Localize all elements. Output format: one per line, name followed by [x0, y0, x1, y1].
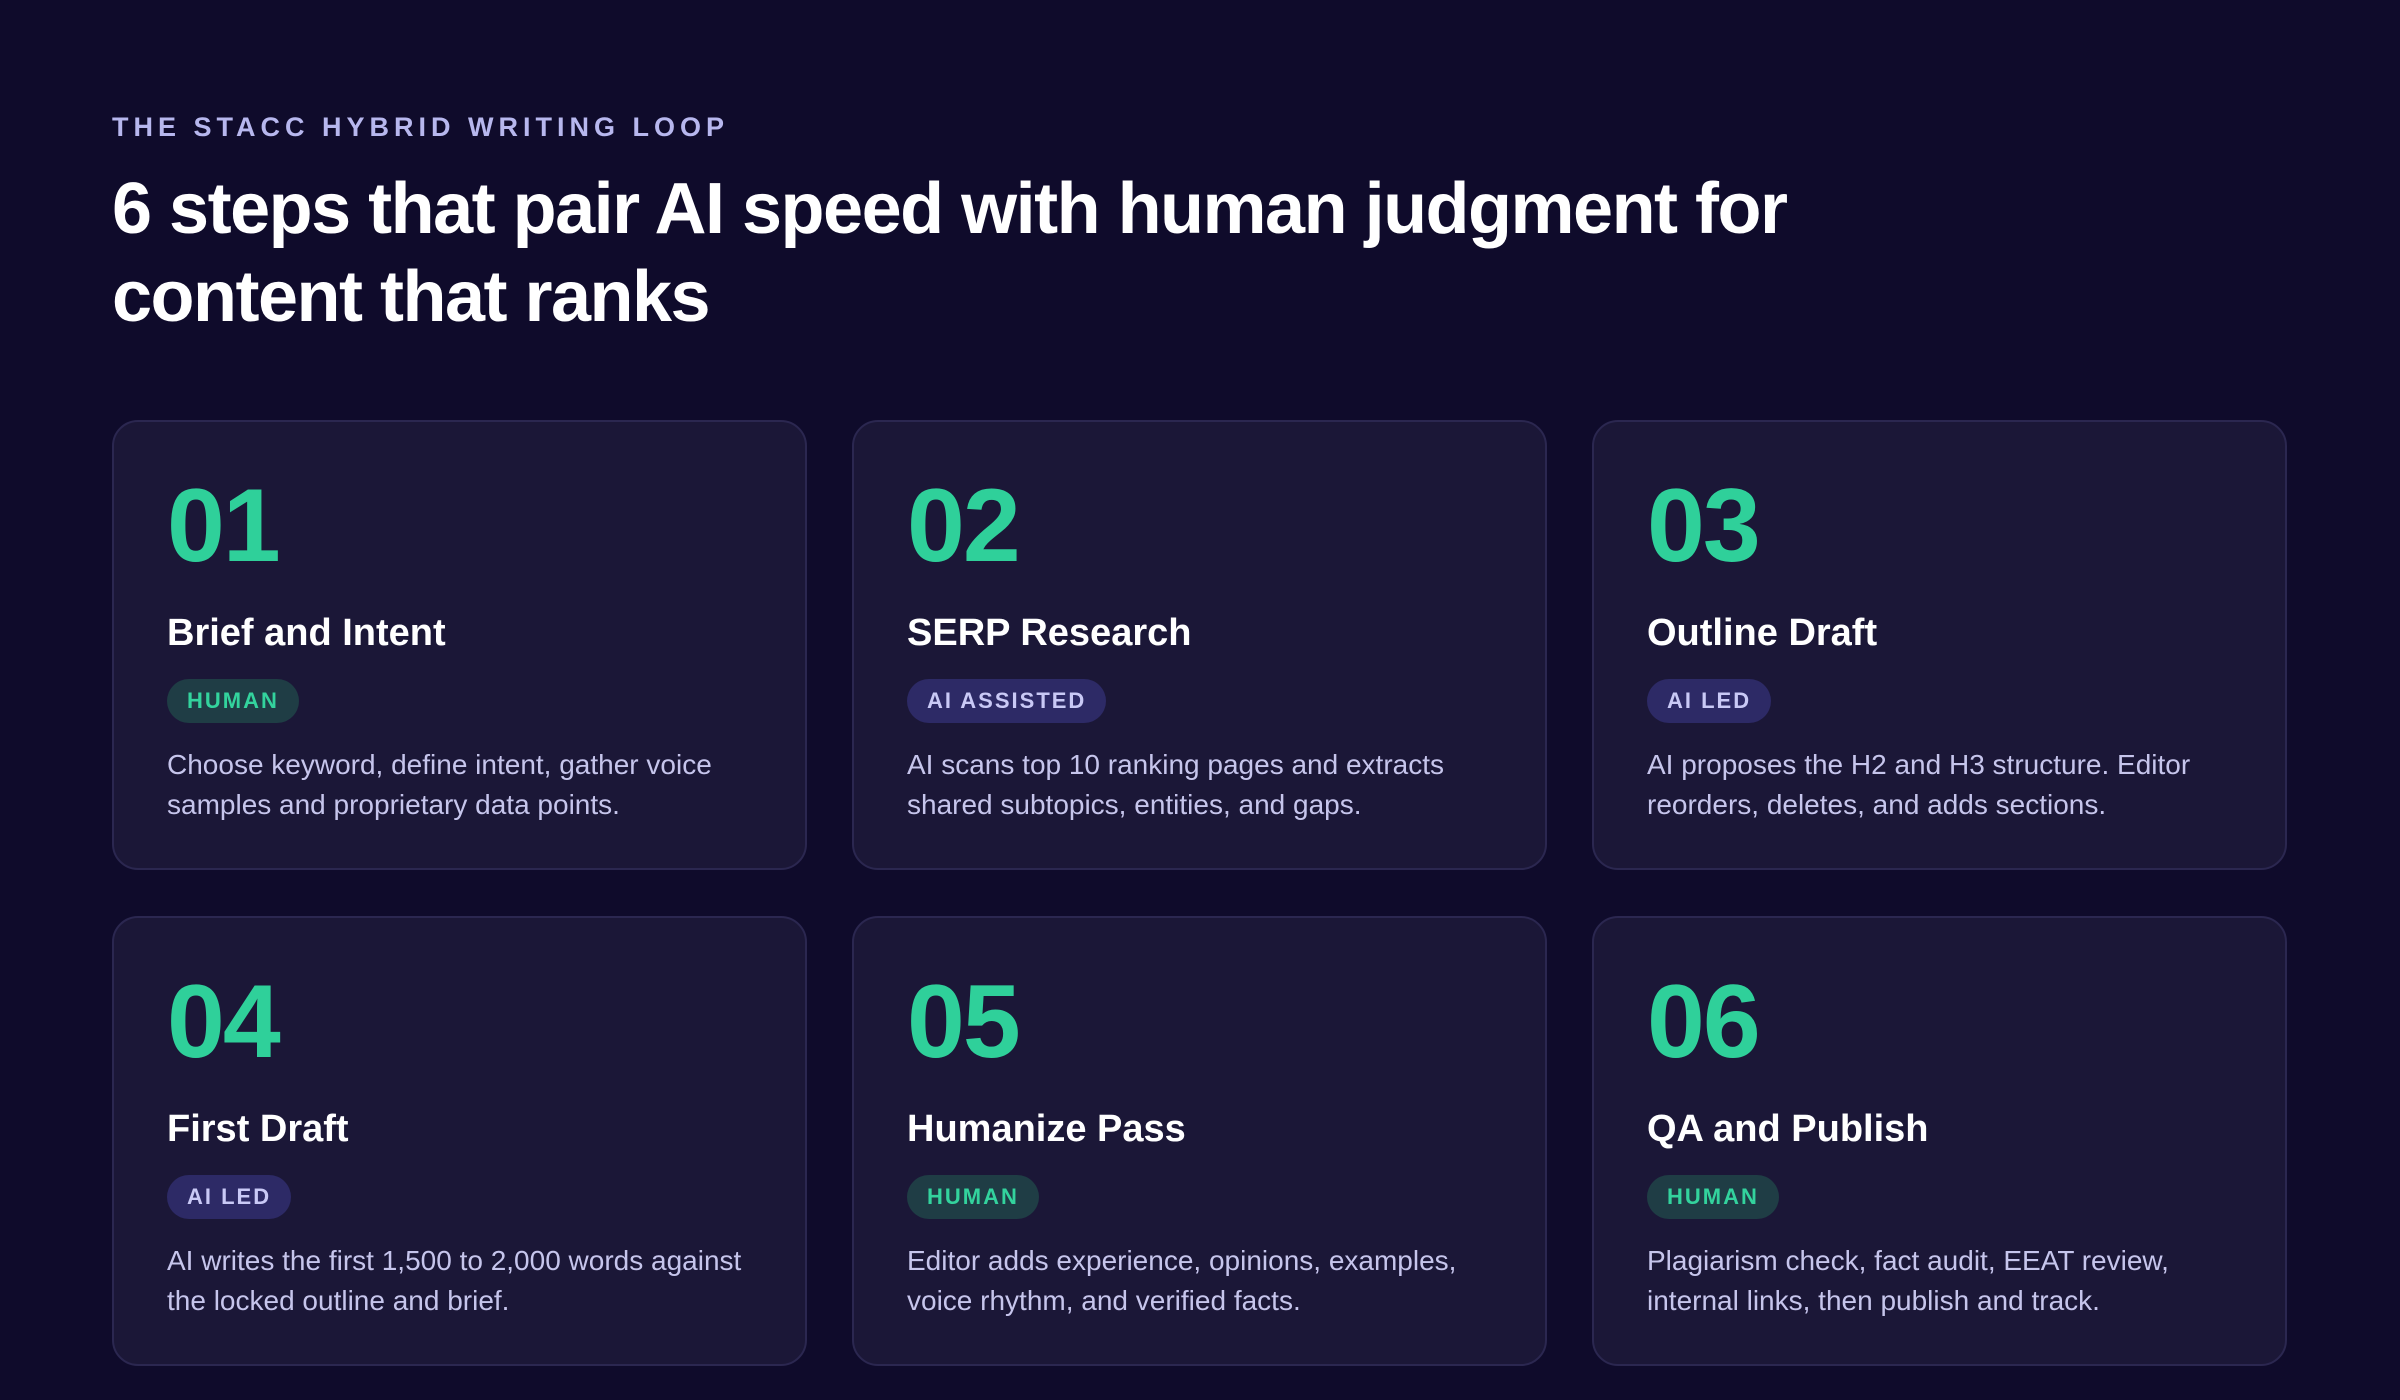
step-description: AI scans top 10 ranking pages and extrac…	[907, 749, 1444, 820]
step-title: Outline Draft	[1647, 612, 1878, 654]
step-card-05: 05 Humanize Pass HUMAN Editor adds exper…	[852, 916, 1547, 1366]
step-badge-human: HUMAN	[167, 679, 299, 723]
step-title: First Draft	[167, 1108, 349, 1150]
step-badge-human: HUMAN	[907, 1175, 1039, 1219]
step-badge-ai: AI ASSISTED	[907, 679, 1107, 723]
step-number: 02	[907, 468, 1021, 584]
step-card-03: 03 Outline Draft AI LED AI proposes the …	[1592, 420, 2287, 870]
step-description: Editor adds experience, opinions, exampl…	[907, 1245, 1457, 1316]
step-badge-ai: AI LED	[167, 1175, 292, 1219]
step-card-04: 04 First Draft AI LED AI writes the firs…	[112, 916, 807, 1366]
step-title: Brief and Intent	[167, 612, 446, 654]
step-title: QA and Publish	[1647, 1108, 1929, 1150]
step-title: SERP Research	[907, 612, 1192, 654]
step-number: 01	[167, 468, 281, 584]
step-number: 04	[167, 964, 281, 1080]
step-number: 05	[907, 964, 1021, 1080]
step-badge-human: HUMAN	[1647, 1175, 1779, 1219]
step-number: 06	[1647, 964, 1761, 1080]
steps-grid: 01 Brief and Intent HUMAN Choose keyword…	[112, 420, 2288, 1366]
step-description: Choose keyword, define intent, gather vo…	[167, 749, 712, 820]
step-description: AI proposes the H2 and H3 structure. Edi…	[1647, 749, 2191, 820]
step-badge-ai: AI LED	[1647, 679, 1772, 723]
step-card-01: 01 Brief and Intent HUMAN Choose keyword…	[112, 420, 807, 870]
section-eyebrow: THE STACC HYBRID WRITING LOOP	[112, 112, 729, 142]
step-number: 03	[1647, 468, 1761, 584]
step-card-02: 02 SERP Research AI ASSISTED AI scans to…	[852, 420, 1547, 870]
step-title: Humanize Pass	[907, 1108, 1186, 1150]
step-description: AI writes the first 1,500 to 2,000 words…	[167, 1245, 742, 1316]
step-description: Plagiarism check, fact audit, EEAT revie…	[1647, 1245, 2169, 1316]
page-title: 6 steps that pair AI speed with human ju…	[112, 169, 1788, 337]
step-card-06: 06 QA and Publish HUMAN Plagiarism check…	[1592, 916, 2287, 1366]
